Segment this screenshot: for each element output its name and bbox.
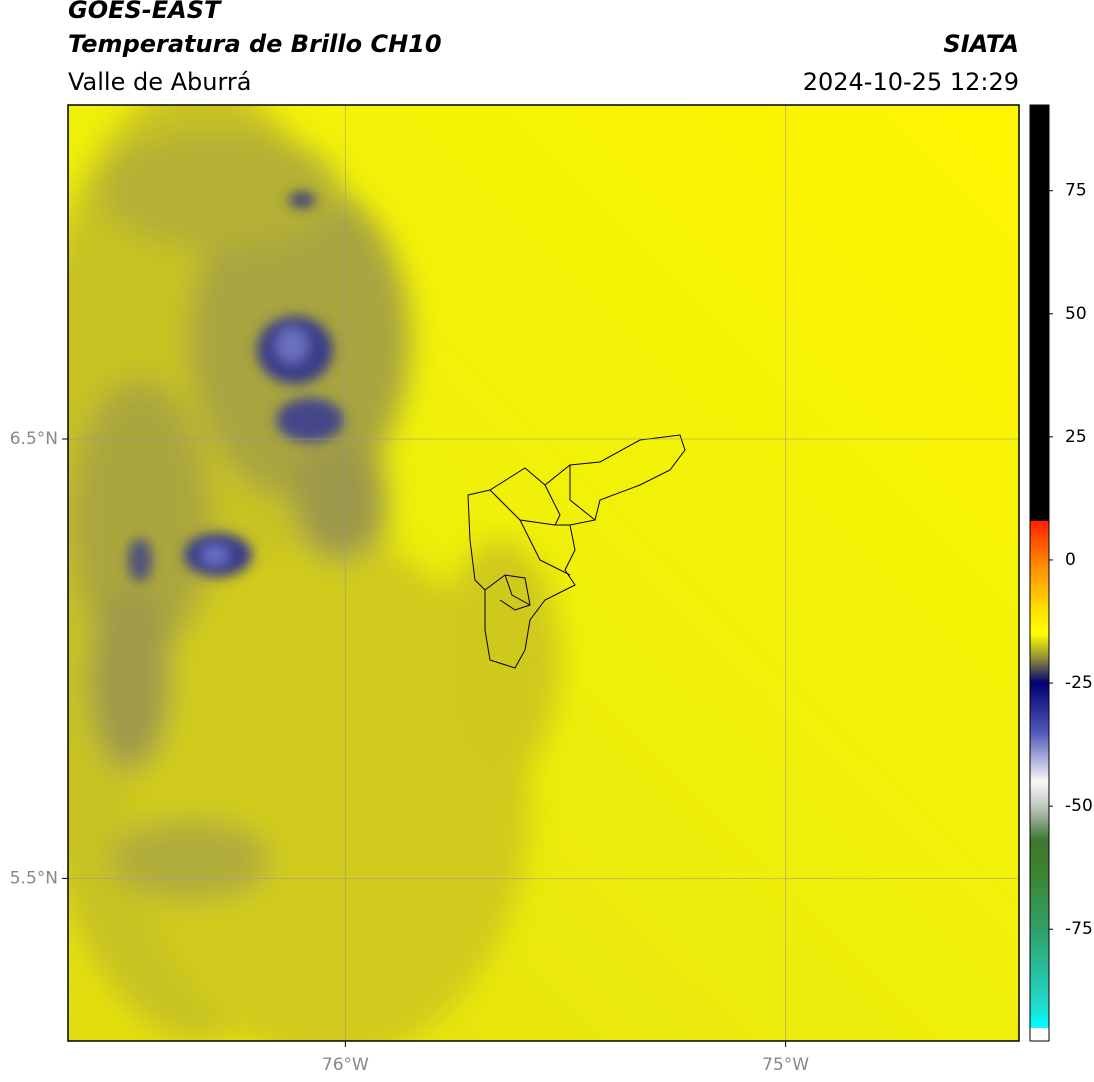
y-tick-label: 5.5°N bbox=[10, 868, 58, 888]
colorbar-tick-label: -25 bbox=[1065, 673, 1093, 693]
source-label: SIATA bbox=[943, 30, 1019, 58]
municipal-boundaries bbox=[467, 434, 686, 669]
graticule: 76°W 75°W 6.5°N 5.5°N bbox=[10, 105, 1019, 1075]
map-frame bbox=[67, 104, 1020, 1042]
colorbar-tick-label: 0 bbox=[1065, 550, 1076, 570]
x-tick-label: 76°W bbox=[322, 1055, 369, 1075]
imagery bbox=[68, 105, 1019, 1041]
colorbar-tick-label: 25 bbox=[1065, 427, 1087, 447]
colorbar: 75 50 25 0 -25 -50 -75 bbox=[1029, 104, 1093, 1042]
colorbar-tick-label: 75 bbox=[1065, 181, 1087, 201]
y-tick-label: 6.5°N bbox=[10, 429, 58, 449]
x-tick-label: 75°W bbox=[762, 1055, 809, 1075]
cold-tops bbox=[128, 192, 344, 582]
colorbar-tick-label: -75 bbox=[1065, 919, 1093, 939]
satellite-title: GOES-EAST bbox=[68, 0, 222, 24]
product-title: Temperatura de Brillo CH10 bbox=[68, 30, 442, 58]
region-label: Valle de Aburrá bbox=[68, 68, 252, 96]
colorbar-tick-label: 50 bbox=[1065, 304, 1087, 324]
datetime-label: 2024-10-25 12:29 bbox=[803, 68, 1019, 96]
colorbar-tick-label: -50 bbox=[1065, 796, 1093, 816]
colorbar-scale bbox=[1029, 104, 1050, 1042]
